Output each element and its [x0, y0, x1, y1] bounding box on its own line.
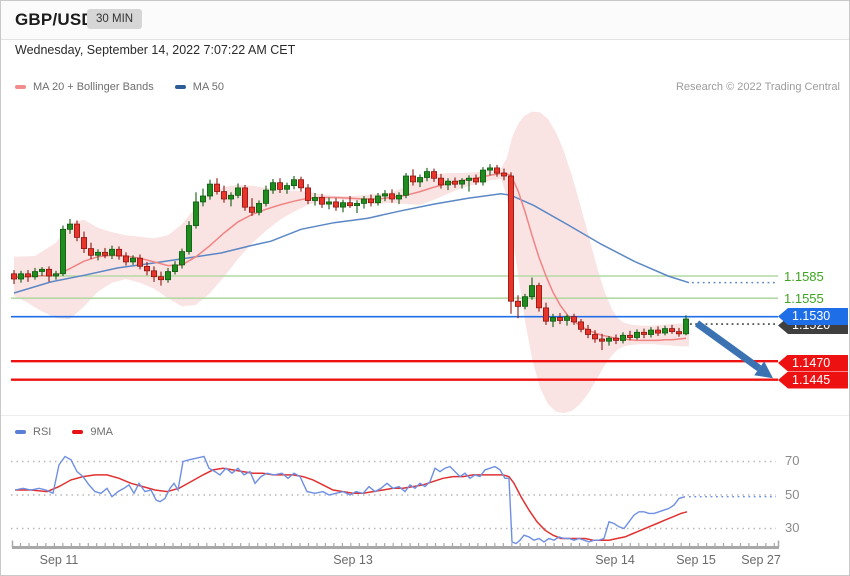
x-axis-label: Sep 27: [741, 553, 781, 567]
resistance-level-label: 1.1555: [784, 291, 824, 306]
rsi-legend-dash-icon: [15, 430, 26, 434]
rsi-scale-50: 50: [785, 487, 800, 502]
ma20-legend-dash-icon: [15, 85, 26, 89]
x-axis-label: Sep 11: [39, 553, 79, 567]
x-axis-label: Sep 14: [595, 553, 635, 567]
ma20-legend-label: MA 20 + Bollinger Bands: [33, 81, 154, 93]
instrument-title: GBP/USD: [15, 10, 94, 29]
target-price-tag: 1.1470: [778, 354, 848, 372]
rsi-scale-70: 70: [785, 453, 800, 468]
x-axis-label: Sep 13: [333, 553, 373, 567]
x-axis-label: Sep 15: [676, 553, 716, 567]
resistance-level-label: 1.1585: [784, 269, 824, 284]
header-bar: GBP/USD 30 MIN: [1, 1, 849, 40]
9ma-legend-dash-icon: [72, 430, 84, 434]
research-credit: Research © 2022 Trading Central: [675, 81, 840, 93]
rsi-legend: RSI 9MA: [15, 426, 113, 438]
rsi-scale-30: 30: [785, 520, 800, 535]
ma50-legend-dash-icon: [174, 85, 186, 89]
timeframe-badge: 30 MIN: [87, 9, 143, 29]
target-price-tag: 1.1445: [778, 371, 848, 389]
rsi-legend-label: RSI: [33, 426, 52, 438]
9ma-legend-label: 9MA: [90, 426, 113, 438]
main-chart-legend: MA 20 + Bollinger Bands MA 50: [15, 81, 224, 93]
panel-divider: [1, 415, 849, 416]
report-datetime: Wednesday, September 14, 2022 7:07:22 AM…: [15, 43, 296, 57]
pivot-price-tag: 1.1530: [778, 308, 848, 325]
ma50-legend-label: MA 50: [192, 81, 224, 93]
